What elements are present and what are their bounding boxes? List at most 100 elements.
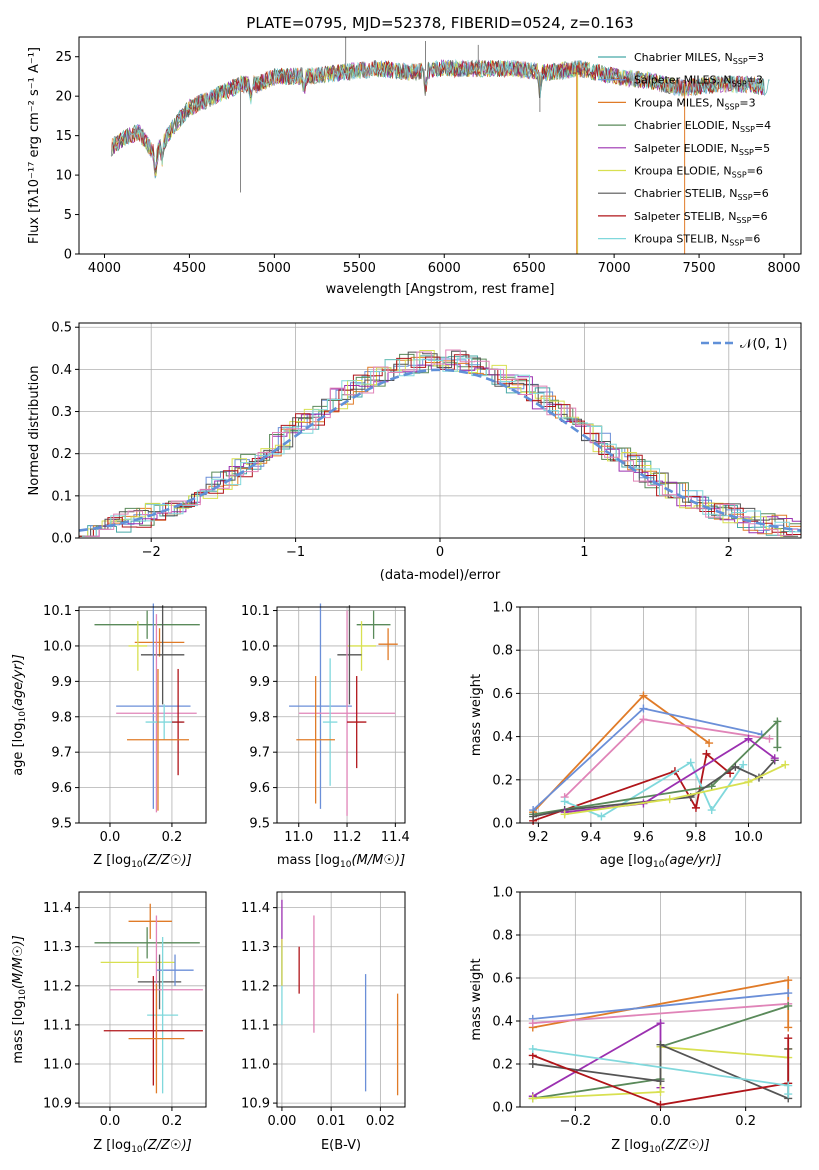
y-tick-label: 11.4 [241,901,270,916]
x-tick-label: 0 [436,545,444,560]
legend-label: Kroupa ELODIE, NSSP=6 [634,165,763,180]
error-bars [94,903,203,1094]
y-tick-label: 11.2 [43,979,72,994]
weight-marker [639,704,648,713]
weight-line [564,763,786,816]
x-tick-label: 0.0 [100,1114,121,1129]
y-tick-label: 11.0 [43,1058,72,1073]
weight-line [532,759,776,818]
x-tick-label: −0.2 [560,1114,592,1129]
y-tick-label: 0.2 [51,447,72,462]
y-tick-label: 9.7 [249,746,270,761]
weight-marker [784,1090,793,1099]
weight-line [532,1002,789,1024]
weight-marker [784,976,793,985]
x-tick-label: 0.00 [267,1114,296,1129]
x-tick-label: −1 [286,545,305,560]
axes-frame [276,891,406,1108]
weight-marker [784,989,793,998]
weight-marker [707,806,716,815]
y-tick-label: 0.0 [492,817,513,832]
y-tick-label: 5 [64,208,72,223]
x-axis-label: E(B-V) [321,1138,361,1153]
y-tick-label: 20 [55,90,72,105]
weight-marker [770,754,779,763]
x-tick-label: 6500 [513,261,546,276]
weight-marker [656,1100,665,1109]
y-tick-label: 9.9 [249,675,270,690]
weight-marker [784,1081,793,1090]
weight-marker [784,1001,793,1010]
y-tick-label: 9.8 [249,710,270,725]
y-axis-label: age [log10(age/yr)] [11,654,28,776]
axes-frame [78,891,207,1108]
weight-marker [528,1019,537,1028]
weight-marker [744,777,753,786]
legend-label: Chabrier STELIB, NSSP=6 [634,187,769,202]
error-bars [94,603,200,813]
weight-lines [528,976,793,1109]
legend-label: Salpeter STELIB, NSSP=6 [634,210,768,225]
y-axis-label: mass [log10(M/M☉)] [11,935,28,1063]
weight-line [532,719,779,816]
x-tick-label: 9.4 [581,830,602,845]
legend-label: 𝒩(0, 1) [740,337,787,352]
weight-marker [528,1060,537,1068]
y-tick-label: 0.2 [492,1058,513,1073]
y-tick-label: 0.0 [51,532,72,547]
x-tick-label: 11.4 [381,830,410,845]
y-tick-label: 10.0 [241,639,270,654]
spectrum-lines [110,37,770,254]
y-tick-label: 11.0 [241,1058,270,1073]
x-tick-label: 4500 [173,261,206,276]
y-axis-label: Flux [fλ10⁻¹⁷ erg cm⁻² s⁻¹ A⁻¹] [27,47,42,244]
y-tick-label: 10.9 [43,1097,72,1112]
y-tick-label: 9.9 [51,675,72,690]
y-tick-label: 9.5 [51,817,72,832]
x-axis-label: mass [log10(M/M☉)] [277,853,405,870]
x-tick-label: 8000 [767,261,800,276]
x-tick-label: 11.0 [284,830,313,845]
weight-marker [702,749,711,758]
axes-frame [78,36,802,255]
spectrum-line [110,58,764,170]
y-tick-label: 1.0 [492,601,513,616]
y-tick-label: 25 [55,50,72,65]
legend-label: Salpeter MILES, NSSP=3 [634,74,763,89]
weight-marker [639,691,648,700]
chart-title: PLATE=0795, MJD=52378, FIBERID=0524, z=0… [246,14,633,32]
x-tick-label: 4000 [88,261,121,276]
mass-vs-metallicity-panel: 0.0 0.2 10.9 11.0 11.1 11.2 11.3 11.4 Z [log10(Z… [11,891,207,1155]
weight-marker [781,760,790,769]
x-tick-label: 0.2 [735,1114,756,1129]
weight-marker [744,734,753,743]
y-tick-label: 0.3 [51,405,72,420]
x-tick-label: 0.2 [162,1114,183,1129]
x-tick-label: 0.02 [366,1114,395,1129]
massweight-vs-age-panel: 9.2 9.4 9.6 9.8 10.0 0.0 0.2 0.4 0.6 0.8 1.0 age [l… [469,601,802,870]
y-tick-label: 10 [55,169,72,184]
weight-marker [731,762,740,771]
axes-frame [78,606,207,824]
y-tick-label: 11.3 [241,940,270,955]
weight-marker [656,1019,665,1028]
weight-marker [529,812,538,821]
x-tick-label: 9.8 [686,830,707,845]
y-tick-label: 9.8 [51,710,72,725]
weight-line [532,992,789,1020]
x-axis-label: Z [log10(Z/Z☉)] [93,853,191,870]
y-axis-label: mass weight [469,958,484,1040]
weight-marker [560,810,569,819]
axes-frame [519,606,802,824]
x-tick-label: 10.0 [734,830,763,845]
x-tick-label: 11.2 [333,830,362,845]
weight-marker [639,715,648,724]
weight-marker [691,803,700,812]
age-vs-metallicity-panel: 0.0 0.2 9.5 9.6 9.7 9.8 9.9 10.0 10.1 Z [log10(Z/… [11,603,207,870]
y-tick-label: 0.5 [51,321,72,336]
axes-frame [78,322,802,539]
y-axis-label: Normed distribution [27,366,42,496]
y-tick-label: 10.9 [241,1097,270,1112]
x-axis-label: Z [log10(Z/Z☉)] [611,1138,709,1155]
mass-vs-ebv-panel: 0.00 0.01 0.02 10.9 11.0 11.1 11.2 11.3 11.4 E(B-… [241,891,406,1153]
